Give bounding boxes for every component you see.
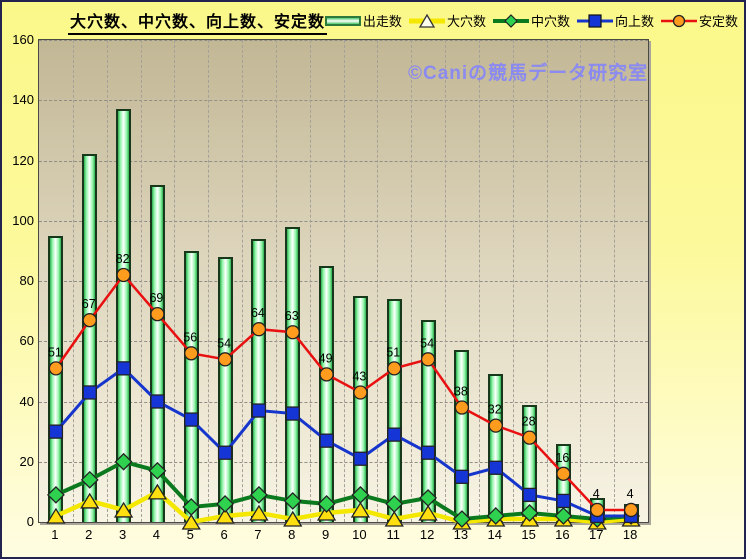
y-axis-label: 160 [12, 32, 34, 47]
x-axis-label: 10 [352, 527, 367, 542]
y-axis-label: 80 [19, 273, 34, 288]
legend-item-mid-upset: 中穴数 [492, 11, 570, 30]
bar-starts [488, 374, 504, 522]
square-marker-icon [576, 13, 613, 29]
circle-marker-icon [660, 13, 697, 29]
grid-line-vertical [106, 40, 108, 522]
watermark: ©Caniの競馬データ研究室 [408, 63, 649, 84]
x-axis-label: 13 [453, 527, 469, 542]
grid-line-vertical [546, 40, 548, 522]
grid-line-vertical [445, 40, 446, 522]
x-axis-label: 16 [555, 527, 570, 542]
y-axis-label: 120 [12, 152, 34, 168]
legend-item-starts: 出走数 [324, 11, 402, 30]
bar-starts [454, 350, 470, 522]
grid-line-vertical [242, 40, 243, 522]
y-axis-label: 40 [19, 393, 34, 409]
bar-starts [386, 299, 402, 522]
legend-label: 向上数 [614, 14, 654, 29]
y-axis-label: 0 [26, 514, 34, 529]
legend-item-big-upset: 大穴数 [408, 11, 486, 30]
bar-starts [589, 497, 605, 522]
x-axis-label: 12 [419, 527, 435, 542]
x-axis-label: 8 [288, 527, 296, 542]
legend-label: 出走数 [362, 14, 402, 29]
x-axis-label: 11 [386, 527, 401, 542]
legend-item-stability: 安定数 [660, 11, 738, 30]
grid-line-vertical [72, 40, 74, 522]
legend-item-improvement: 向上数 [576, 11, 654, 30]
x-axis-label: 15 [521, 527, 536, 542]
data-label-stability: 4 [627, 487, 634, 501]
bar-starts [623, 503, 639, 522]
x-axis-label: 17 [589, 527, 604, 542]
grid-line-vertical [343, 40, 345, 522]
x-axis-label: 7 [254, 527, 262, 542]
x-axis-label: 4 [152, 527, 161, 542]
x-axis-label: 5 [186, 527, 194, 542]
grid-line-vertical [275, 40, 277, 522]
y-axis-label: 140 [12, 92, 34, 108]
x-axis-label: 3 [118, 527, 127, 542]
grid-line-vertical [140, 40, 142, 522]
grid-line-vertical [478, 40, 480, 522]
bar-starts [48, 235, 64, 522]
bar-starts [251, 238, 267, 522]
grid-line-vertical [411, 40, 413, 522]
grid-line-vertical [512, 40, 514, 522]
grid-line-vertical [208, 40, 210, 522]
x-axis-label: 2 [85, 527, 93, 542]
bar-starts [82, 154, 98, 522]
bar-starts [420, 320, 436, 522]
bar-starts [555, 443, 571, 522]
legend-label: 中穴数 [530, 14, 570, 29]
bar-starts [285, 226, 301, 522]
diamond-marker-icon [492, 13, 529, 29]
bar-starts [183, 250, 199, 522]
bar-starts [352, 296, 368, 522]
legend-label: 大穴数 [446, 14, 486, 29]
legend: 出走数 大穴数 中穴数 向上数 安定数 [324, 11, 738, 30]
bar-starts [116, 109, 132, 522]
y-axis-label: 100 [12, 212, 34, 228]
bar-starts [217, 256, 233, 522]
bar-starts [149, 184, 165, 522]
chart-title: 大穴数、中穴数、向上数、安定数 [68, 8, 328, 35]
x-axis-label: 14 [487, 527, 502, 542]
x-axis-label: 18 [622, 527, 638, 542]
grid-line-vertical [309, 40, 311, 522]
grid-line-vertical [377, 40, 379, 522]
legend-label: 安定数 [698, 14, 738, 29]
x-axis-label: 1 [51, 527, 59, 542]
triangle-marker-icon [408, 13, 445, 29]
x-axis-label: 6 [220, 527, 228, 542]
grid-line-vertical [614, 40, 616, 522]
grid-line-vertical [174, 40, 176, 522]
bar-starts [522, 404, 538, 522]
y-axis-label: 60 [19, 333, 34, 349]
x-axis-label: 9 [321, 527, 330, 542]
bar-swatch-icon [324, 15, 361, 26]
y-axis-label: 20 [19, 453, 34, 469]
plot-area: 51 67 82 69 56 54 64 63 49 43 51 54 38 32 28 16 4 4 [38, 39, 649, 530]
grid-line-vertical [580, 40, 582, 522]
bar-starts [319, 265, 335, 522]
